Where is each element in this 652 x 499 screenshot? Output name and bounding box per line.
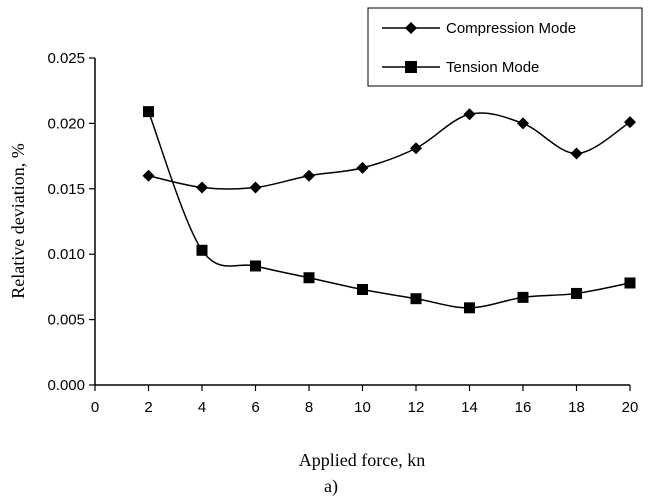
- legend-marker-diamond: [405, 22, 417, 34]
- legend: Compression Mode Tension Mode: [367, 7, 643, 87]
- data-point-compression-mode: [410, 142, 422, 155]
- y-tick-label: 0.000: [47, 377, 85, 394]
- y-tick-label: 0.020: [47, 115, 85, 132]
- x-tick-label: 20: [622, 399, 639, 416]
- data-point-compression-mode: [570, 147, 583, 160]
- data-point-compression-mode: [249, 181, 262, 194]
- data-point-tension-mode: [143, 106, 154, 118]
- series-layer: [142, 106, 636, 314]
- x-tick-label: 10: [354, 399, 371, 416]
- data-point-compression-mode: [517, 117, 529, 130]
- figure-caption: a): [324, 476, 338, 497]
- data-point-tension-mode: [571, 287, 582, 299]
- y-ticks: 0.000 0.005 0.010 0.015 0.020 0.025: [47, 50, 95, 394]
- data-point-compression-mode: [463, 108, 476, 121]
- x-axis-title: Applied force, kn: [299, 450, 425, 470]
- series-line-tension-mode: [147, 111, 631, 309]
- data-point-compression-mode: [142, 169, 155, 182]
- series-line-compression-mode: [148, 112, 631, 190]
- y-axis-title: Relative deviation, %: [8, 143, 28, 298]
- data-point-tension-mode: [410, 293, 422, 305]
- x-tick-label: 0: [91, 399, 99, 416]
- x-tick-label: 4: [198, 399, 206, 416]
- x-tick-label: 6: [251, 399, 259, 416]
- x-tick-label: 18: [568, 399, 585, 416]
- data-point-compression-mode: [196, 181, 208, 194]
- y-tick-label: 0.025: [47, 50, 85, 67]
- legend-label-tension: Tension Mode: [446, 59, 539, 76]
- data-point-tension-mode: [303, 272, 315, 284]
- axes: [94, 58, 630, 386]
- x-tick-label: 12: [408, 399, 425, 416]
- data-point-compression-mode: [624, 116, 636, 129]
- y-tick-label: 0.005: [47, 312, 85, 329]
- data-point-compression-mode: [303, 169, 315, 182]
- x-tick-label: 16: [515, 399, 532, 416]
- data-point-tension-mode: [250, 260, 261, 272]
- y-tick-label: 0.015: [47, 181, 85, 198]
- data-point-tension-mode: [196, 244, 208, 256]
- y-tick-label: 0.010: [47, 246, 85, 263]
- legend-label-compression: Compression Mode: [446, 20, 576, 37]
- data-point-tension-mode: [624, 277, 636, 289]
- data-point-compression-mode: [356, 161, 369, 174]
- x-ticks: 0 2 4 6 8 10 12 14 16 18 20: [91, 385, 639, 416]
- data-point-tension-mode: [357, 284, 368, 296]
- data-point-tension-mode: [464, 302, 475, 314]
- x-tick-label: 8: [305, 399, 313, 416]
- data-point-tension-mode: [517, 291, 529, 303]
- legend-marker-square: [405, 61, 417, 73]
- x-tick-label: 2: [144, 399, 152, 416]
- x-tick-label: 14: [461, 399, 478, 416]
